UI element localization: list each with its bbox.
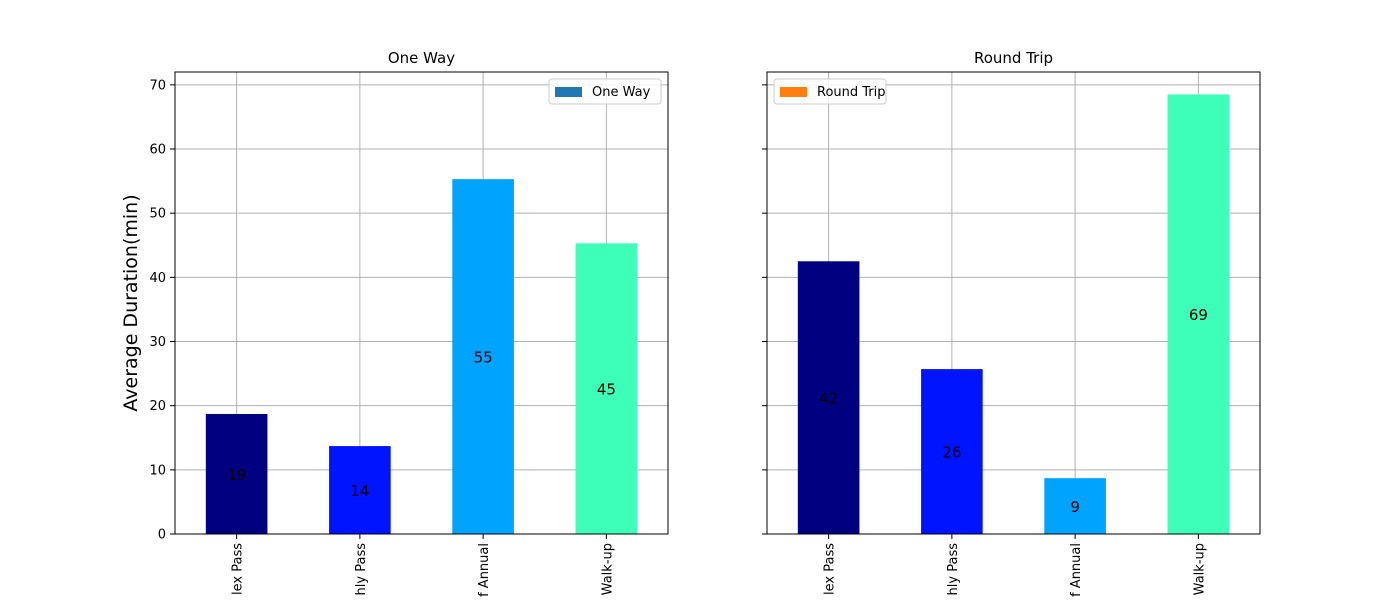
round-trip-xtick-label: f Annual <box>1069 543 1084 597</box>
round-trip-data-label: 26 <box>942 444 961 462</box>
round-trip-bar <box>1044 478 1106 534</box>
one-way-data-label: 19 <box>227 466 246 484</box>
one-way-data-label: 55 <box>474 349 493 367</box>
one-way-bar <box>205 414 268 534</box>
round-trip-legend-swatch <box>780 87 807 97</box>
round-trip-bar <box>1167 94 1230 534</box>
one-way-ytick-label: 60 <box>149 143 166 158</box>
one-way-xtick-label: Walk-up <box>600 543 615 595</box>
one-way-ytick-label: 0 <box>158 528 166 543</box>
one-way-ytick-label: 40 <box>149 271 166 286</box>
one-way-data-label: 45 <box>597 381 616 399</box>
round-trip-bar <box>797 261 860 534</box>
one-way-legend-label: One Way <box>592 85 651 100</box>
round-trip-bar <box>921 369 983 534</box>
one-way-legend-swatch <box>555 87 582 97</box>
round-trip-data-label: 69 <box>1189 306 1208 324</box>
round-trip-xtick-label: Walk-up <box>1192 543 1207 595</box>
one-way-ytick-label: 30 <box>149 335 166 350</box>
one-way-xtick-label: lex Pass <box>231 543 246 595</box>
one-way-bar <box>329 446 391 534</box>
round-trip-xtick-label: lex Pass <box>823 543 838 595</box>
one-way-ytick-label: 70 <box>149 78 166 93</box>
one-way-axes-frame <box>174 71 669 535</box>
one-way-xtick-label: f Annual <box>477 543 492 597</box>
one-way-legend-box <box>548 78 662 105</box>
round-trip-data-label: 9 <box>1070 498 1080 516</box>
round-trip-legend-label: Round Trip <box>817 85 886 100</box>
one-way-ytick-label: 50 <box>149 207 166 222</box>
round-trip-data-label: 42 <box>819 390 838 408</box>
round-trip-xtick-label: hly Pass <box>946 543 961 596</box>
one-way-data-label: 14 <box>350 482 369 500</box>
one-way-ylabel: Average Duration(min) <box>120 194 142 411</box>
round-trip-legend-box <box>773 78 887 105</box>
one-way-bar <box>452 179 514 535</box>
one-way-chart-title: One Way <box>388 49 455 67</box>
one-way-bar <box>575 243 638 534</box>
one-way-xtick-label: hly Pass <box>354 543 369 596</box>
one-way-ytick-label: 20 <box>149 399 166 414</box>
round-trip-axes-frame <box>766 71 1261 535</box>
one-way-ytick-label: 10 <box>149 463 166 478</box>
round-trip-chart-title: Round Trip <box>974 49 1053 67</box>
